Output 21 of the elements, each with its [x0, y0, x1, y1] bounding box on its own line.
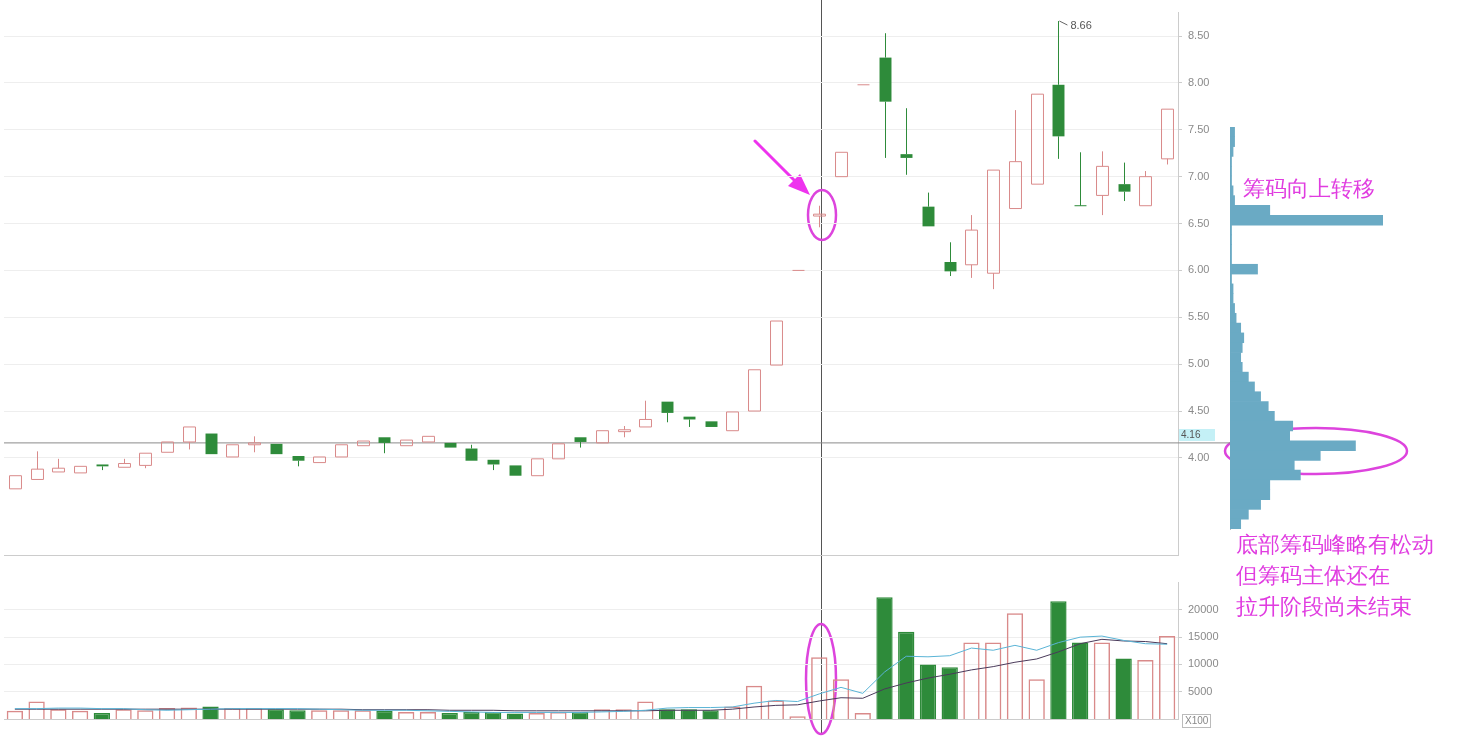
y-tick-label: 6.50 — [1188, 216, 1210, 229]
text: 拉升阶段尚未结束 — [1236, 594, 1412, 620]
y-tick-label: 4.50 — [1188, 404, 1210, 417]
y-tick-label: 4.00 — [1188, 450, 1210, 463]
y-tick-label: 15000 — [1188, 630, 1219, 643]
y-tick-label: 7.50 — [1188, 122, 1210, 135]
text: 底部筹码峰略有松动 — [1236, 532, 1434, 558]
ref-line-label: 4.16 — [1181, 428, 1201, 440]
y-tick-label: 10000 — [1188, 657, 1219, 670]
annotation: 筹码向上转移 — [1243, 176, 1375, 202]
text: X100 — [1182, 714, 1212, 728]
y-tick-label: 5.50 — [1188, 310, 1210, 323]
annotation: 8.66 — [1070, 19, 1092, 32]
y-tick-label: 7.00 — [1188, 169, 1210, 182]
y-tick-label: 8.00 — [1188, 75, 1210, 88]
y-tick-label: 5.00 — [1188, 357, 1210, 370]
y-tick-label: 6.00 — [1188, 263, 1210, 276]
y-tick-label: 8.50 — [1188, 29, 1210, 42]
text: 但筹码主体还在 — [1236, 563, 1390, 589]
y-tick-label: 20000 — [1188, 602, 1219, 615]
y-tick-label: 5000 — [1188, 684, 1213, 697]
